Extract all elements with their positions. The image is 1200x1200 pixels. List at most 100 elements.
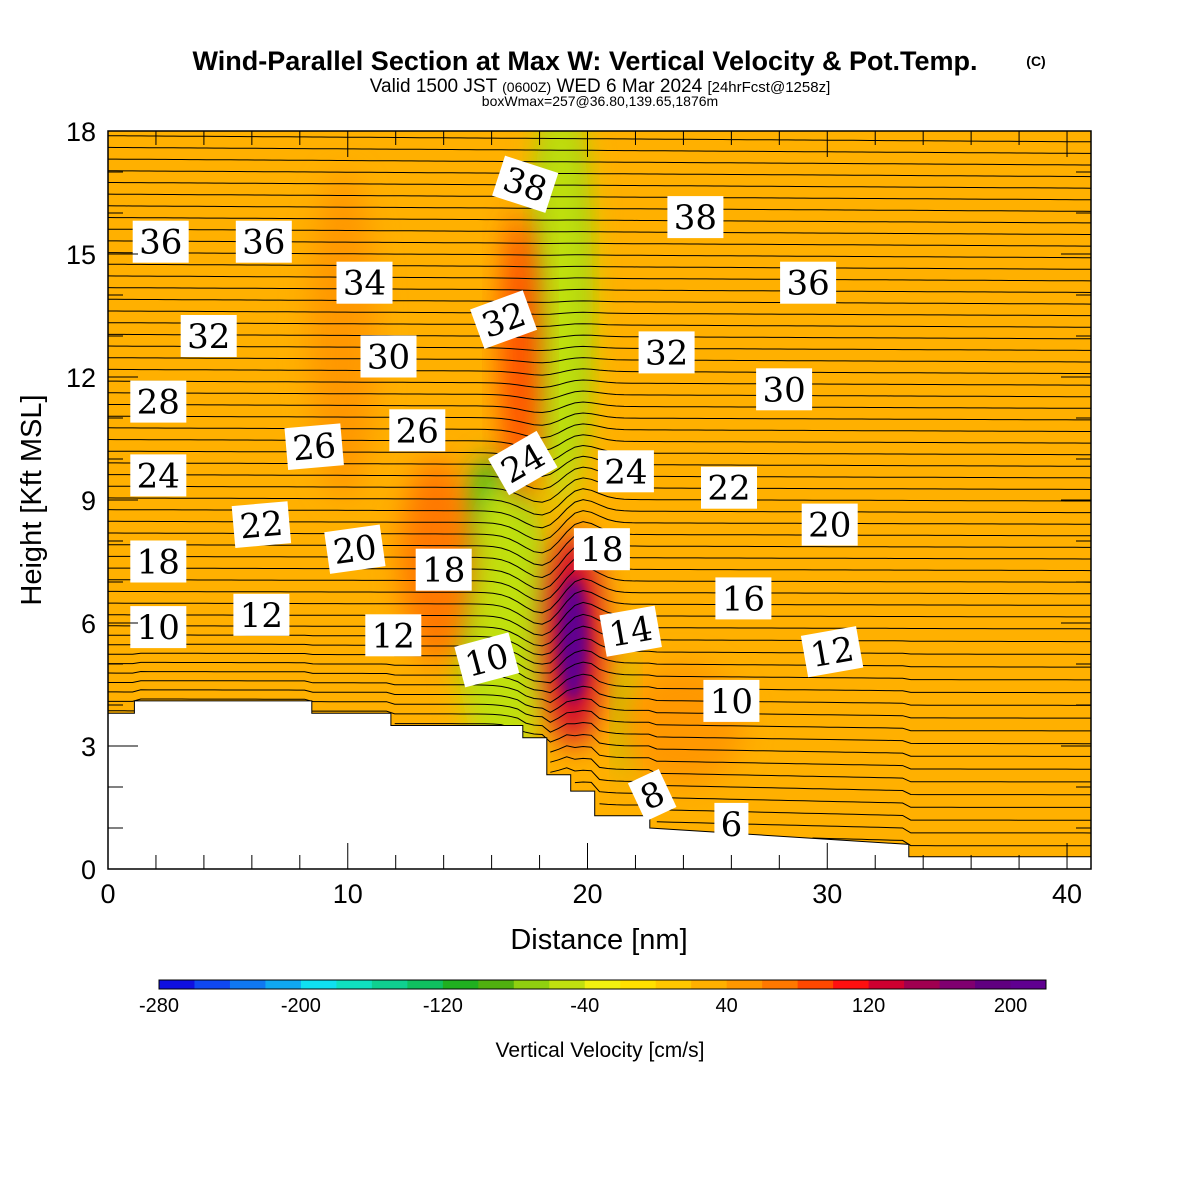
isentrope-line [108,158,1091,166]
isentrope-line [108,146,1091,154]
isentrope-line [108,275,1091,282]
colorbar-swatch [655,980,692,989]
colorbar-swatch [904,980,941,989]
subtitle-date: WED 6 Mar 2024 [556,76,702,97]
isentrope-line [108,488,1091,516]
isentrope-line [108,357,1091,364]
isentrope-label: 30 [360,335,417,378]
isentrope-line [108,401,1091,414]
chart-title: Wind-Parallel Section at Max W: Vertical… [193,46,978,76]
isentrope-label-text: 36 [242,223,285,263]
colorbar-swatch [159,980,195,989]
x-tick-label: 10 [333,879,363,909]
isentrope-label-text: 26 [291,426,338,470]
isentrope-label: 12 [365,614,422,657]
isentrope-line [108,661,1091,684]
isentrope-label-text: 26 [396,411,439,451]
isentrope-label-box [597,450,654,493]
isentrope-line [550,745,1091,770]
isentrope-label: 18 [573,528,630,571]
subtitle-line: Valid 1500 JST (0600Z) WED 6 Mar 2024 [2… [370,76,831,97]
isentrope-label: 10 [703,679,760,722]
isentrope-label: 32 [638,331,695,374]
isentrope-label: 36 [780,261,837,304]
isentrope-label-box [667,196,724,239]
colorbar-swatch [939,980,976,989]
colorbar-swatch [833,980,870,989]
isentrope-line [108,205,1091,212]
isentrope-line [108,112,1091,118]
colorbar [158,979,1047,990]
isentrope-label: 24 [597,450,654,493]
isentrope-label: 30 [756,368,813,411]
isentrope-label: 18 [130,540,187,583]
isentrope-label-box [130,606,187,649]
subtitle-forecast: [24hrFcst@1258z] [707,79,830,96]
y-tick-label: 12 [66,363,96,393]
isentrope-line [108,649,1091,674]
colorbar-tick-label: 120 [852,995,885,1017]
isentrope-label-text: 20 [808,506,851,546]
isentrope-label-text: 38 [674,198,717,238]
isentrope-line [108,298,1091,305]
isentrope-label-box [233,593,290,636]
isentrope-label-text: 36 [139,223,182,263]
isentrope-label-box [573,528,630,571]
y-tick-label: 6 [81,609,96,639]
isentrope-label-box [231,501,292,548]
isentrope-label-text: 32 [187,317,230,357]
y-tick-label: 15 [66,240,96,270]
colorbar-swatch [194,980,231,989]
isentrope-label-text: 28 [137,383,180,423]
isentrope-label-box [365,614,422,657]
colorbar-swatch [868,980,905,989]
isentrope-label-text: 18 [422,551,465,591]
isentrope-label: 6 [714,802,749,845]
isentrope-label-text: 12 [240,596,283,636]
colorbar-swatch [407,980,444,989]
isentrope-label-box [415,548,472,591]
isentrope-line [599,803,1091,821]
isentrope-line [108,333,1091,340]
box-wmax-line: boxWmax=257@36.80,139.65,1876m [482,93,718,109]
isentrope-label-box [715,577,772,620]
colorbar-swatch [478,980,515,989]
isentrope-line [108,566,1091,602]
isentrope-line [108,193,1091,201]
isentrope-line [108,124,1091,130]
subtitle-valid: Valid 1500 JST [370,76,498,97]
isentrope-label-box [324,524,386,574]
isentrope-label-text: 30 [367,338,410,378]
colorbar-swatch [691,980,728,989]
isentrope-line [108,578,1091,614]
isentrope-label-text: 12 [372,616,415,656]
isentrope-line [108,710,1091,745]
isentrope-label-text: 18 [137,543,180,583]
colorbar-tick-label: -200 [281,995,321,1017]
isentrope-line [108,412,1091,426]
isentrope-label-box [703,679,760,722]
x-tick-label: 30 [812,879,842,909]
isentrope-label-text: 22 [707,469,750,509]
isentrope-line [108,322,1091,328]
isentrope-label: 12 [800,626,864,678]
isentrope-label-box [130,454,187,497]
colorbar-swatch [762,980,799,989]
isentrope-label-box [336,261,393,304]
isentrope-label-text: 16 [722,579,765,619]
colorbar-swatch [371,980,408,989]
colorbar-tick-label: 40 [716,995,738,1017]
isentrope-label-box [599,605,662,657]
isentrope-label: 32 [180,315,237,357]
colorbar-swatch [336,980,373,989]
colorbar-swatch [620,980,657,989]
isentrope-label-text: 10 [137,608,180,648]
isentrope-line [108,217,1091,224]
isentrope-label: 10 [454,632,520,688]
isentrope-line [108,379,1091,389]
isentrope-label-box [780,261,837,304]
isentrope-label: 12 [233,593,290,636]
isentrope-label-box [714,802,749,845]
